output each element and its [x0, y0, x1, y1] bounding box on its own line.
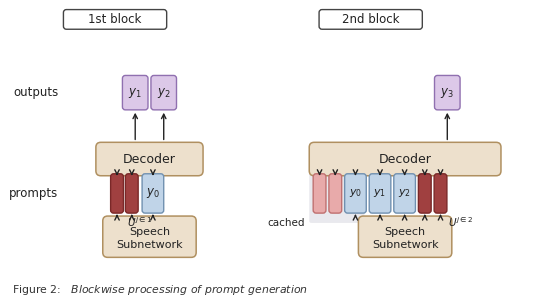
Text: $y_0$: $y_0$	[349, 188, 362, 200]
FancyBboxPatch shape	[122, 76, 148, 110]
Text: $y_3$: $y_3$	[440, 86, 454, 100]
FancyBboxPatch shape	[151, 76, 176, 110]
Text: Subnetwork: Subnetwork	[116, 240, 183, 250]
FancyBboxPatch shape	[435, 76, 460, 110]
Text: $U^{j\in 1}$: $U^{j\in 1}$	[127, 215, 153, 229]
FancyBboxPatch shape	[96, 142, 203, 176]
Text: Figure 2:   $\it{Blockwise\ processing\ of\ prompt\ generation}$: Figure 2: $\it{Blockwise\ processing\ of…	[12, 283, 308, 297]
Text: cached: cached	[268, 218, 305, 228]
Text: $y_1$: $y_1$	[373, 188, 387, 200]
FancyBboxPatch shape	[418, 174, 431, 213]
Text: $y_1$: $y_1$	[128, 86, 142, 100]
Text: prompts: prompts	[9, 187, 59, 200]
Text: Decoder: Decoder	[123, 152, 176, 166]
FancyBboxPatch shape	[110, 174, 123, 213]
Text: 1st block: 1st block	[88, 13, 142, 26]
FancyBboxPatch shape	[126, 174, 138, 213]
Text: $U^{j\in 2}$: $U^{j\in 2}$	[448, 215, 473, 229]
FancyBboxPatch shape	[309, 142, 501, 176]
FancyBboxPatch shape	[309, 165, 364, 223]
Text: Decoder: Decoder	[379, 152, 431, 166]
Text: $y_2$: $y_2$	[157, 86, 171, 100]
FancyBboxPatch shape	[345, 174, 366, 213]
FancyBboxPatch shape	[369, 174, 391, 213]
FancyBboxPatch shape	[434, 174, 447, 213]
FancyBboxPatch shape	[103, 216, 196, 257]
FancyBboxPatch shape	[142, 174, 163, 213]
Text: Speech: Speech	[384, 227, 426, 237]
FancyBboxPatch shape	[358, 216, 452, 257]
FancyBboxPatch shape	[319, 10, 422, 29]
Text: outputs: outputs	[13, 86, 59, 99]
Text: $y_0$: $y_0$	[146, 186, 160, 200]
Text: Subnetwork: Subnetwork	[372, 240, 439, 250]
FancyBboxPatch shape	[313, 174, 326, 213]
FancyBboxPatch shape	[329, 174, 341, 213]
FancyBboxPatch shape	[394, 174, 415, 213]
Text: 2nd block: 2nd block	[342, 13, 400, 26]
Text: $y_2$: $y_2$	[398, 188, 411, 200]
Text: Speech: Speech	[129, 227, 170, 237]
FancyBboxPatch shape	[64, 10, 167, 29]
